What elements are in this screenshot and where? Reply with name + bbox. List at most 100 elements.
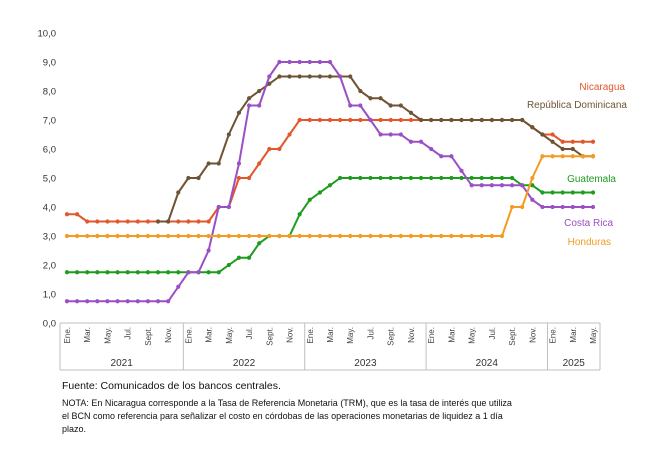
data-point	[196, 270, 201, 275]
data-point	[236, 161, 242, 166]
x-tick-label: Ene.	[427, 327, 436, 343]
data-point	[540, 204, 545, 210]
data-point	[257, 233, 262, 239]
data-point	[449, 154, 454, 159]
x-tick-label: Mar.	[83, 327, 92, 343]
data-point	[75, 299, 80, 304]
data-point	[176, 284, 181, 289]
policy-rate-chart: 0,0 1,0 2,0 3,0 4,0 5,0 6,0 7,0 8,0 9,0 10,0 2021 20…	[38, 29, 627, 371]
data-point	[287, 132, 292, 137]
x-tick-label: Mar.	[569, 327, 578, 343]
x-tick-label: Sept.	[387, 327, 396, 346]
data-point	[186, 270, 191, 275]
data-point	[378, 117, 383, 123]
data-point	[267, 74, 272, 79]
x-tick-label: Mar.	[447, 327, 456, 343]
x-tick-label: May.	[468, 327, 477, 344]
data-point	[176, 219, 181, 224]
data-point	[196, 219, 201, 224]
y-tick-label: 5,0	[43, 174, 56, 185]
data-point	[125, 270, 130, 275]
data-point	[358, 88, 363, 94]
data-point	[267, 81, 272, 86]
data-point	[166, 299, 171, 304]
data-point	[176, 190, 181, 195]
data-point	[327, 183, 333, 188]
data-point	[540, 190, 545, 195]
data-point	[257, 103, 262, 108]
data-point	[398, 132, 403, 137]
legend-label: Honduras	[568, 237, 611, 248]
data-point	[64, 233, 70, 239]
data-point	[105, 299, 110, 304]
data-point	[85, 233, 90, 239]
data-point	[378, 132, 383, 137]
data-point	[196, 233, 201, 239]
data-point	[368, 175, 373, 181]
data-point	[499, 117, 505, 123]
data-point	[226, 262, 231, 268]
data-point	[459, 233, 464, 239]
data-point	[338, 233, 343, 239]
data-point	[277, 146, 282, 152]
data-point	[560, 154, 565, 159]
data-point	[226, 132, 231, 137]
y-tick-label: 9,0	[43, 58, 56, 69]
data-point	[418, 175, 424, 181]
y-tick-label: 0,0	[43, 319, 56, 330]
data-point	[408, 110, 414, 115]
y-tick-label: 2,0	[43, 261, 56, 272]
data-point	[570, 190, 575, 195]
data-point	[509, 183, 515, 188]
data-point	[358, 117, 363, 123]
data-point	[115, 270, 120, 275]
data-point	[459, 117, 464, 123]
y-tick-label: 3,0	[43, 232, 56, 243]
data-point	[85, 299, 90, 304]
data-point	[429, 146, 434, 152]
data-point	[135, 299, 140, 304]
data-point	[317, 233, 322, 239]
data-point	[186, 233, 191, 239]
data-point	[520, 204, 525, 210]
data-point	[206, 219, 211, 224]
data-point	[378, 175, 383, 181]
x-tick-label: Nov.	[528, 327, 537, 343]
data-point	[530, 197, 535, 202]
data-point	[358, 103, 363, 108]
data-point	[520, 183, 525, 188]
data-point	[257, 161, 262, 166]
data-point	[348, 233, 353, 239]
data-point	[479, 233, 484, 239]
data-point	[348, 117, 353, 123]
data-point	[560, 139, 565, 144]
data-point	[246, 255, 252, 260]
data-point	[216, 161, 221, 166]
data-point	[75, 270, 80, 275]
data-point	[297, 233, 302, 239]
data-point	[307, 117, 312, 123]
data-point	[95, 233, 100, 239]
data-point	[176, 233, 181, 239]
series-line	[67, 177, 593, 274]
x-tick-label: Jul.	[124, 327, 133, 339]
data-point	[105, 219, 110, 224]
data-point	[388, 103, 393, 108]
data-point	[368, 233, 373, 239]
data-point	[358, 233, 363, 239]
data-point	[429, 175, 434, 181]
data-point	[155, 219, 161, 224]
data-point	[590, 204, 596, 210]
data-point	[277, 74, 282, 79]
footnote: NOTA: En Nicaragua corresponde a la Tasa…	[62, 398, 512, 434]
data-point	[550, 139, 555, 144]
data-point	[287, 74, 292, 79]
data-point	[479, 175, 484, 181]
data-point	[449, 117, 454, 123]
data-point	[105, 233, 110, 239]
y-tick-label: 10,0	[38, 29, 57, 40]
data-point	[216, 233, 221, 239]
data-point	[590, 139, 596, 144]
data-point	[398, 103, 403, 108]
data-point	[267, 146, 272, 152]
